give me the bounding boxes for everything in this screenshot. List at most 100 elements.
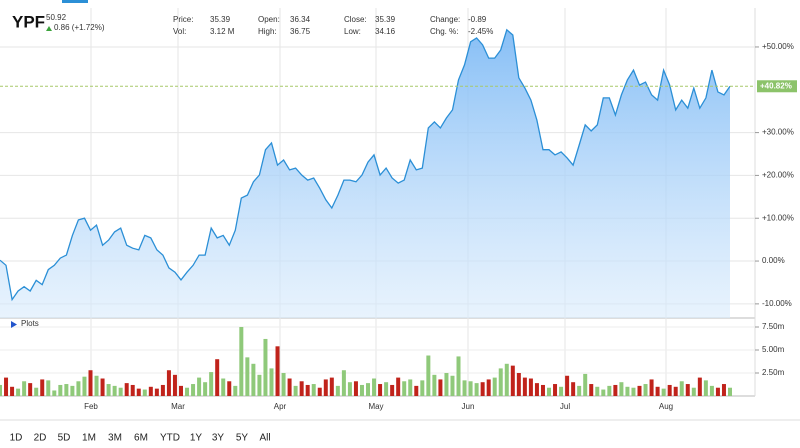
volume-bar	[191, 384, 196, 396]
volume-bar	[715, 387, 720, 396]
stat-value: 35.39	[210, 15, 231, 24]
range-button[interactable]: 6M	[134, 433, 148, 444]
x-tick-label: Jul	[560, 402, 570, 411]
stat-value: 36.34	[290, 15, 311, 24]
volume-bar	[94, 375, 99, 396]
volume-bar	[317, 387, 322, 396]
volume-bar	[625, 386, 630, 396]
volume-bar	[589, 384, 594, 396]
volume-bar	[299, 381, 304, 396]
price-line	[0, 28, 731, 302]
volume-bar	[197, 377, 202, 396]
volume-bar	[432, 374, 437, 396]
volume-bar	[583, 373, 588, 396]
range-button[interactable]: 5Y	[236, 433, 249, 444]
volume-bar	[70, 385, 75, 396]
symbol: YPF	[12, 12, 45, 31]
volume-bar	[203, 382, 208, 396]
volume-bar	[504, 363, 509, 396]
range-button[interactable]: 3Y	[212, 433, 225, 444]
volume-bar	[378, 384, 383, 396]
panel-title: Plots	[21, 319, 39, 328]
volume-bar	[486, 379, 491, 396]
volume-bar	[444, 372, 449, 396]
volume-bar	[239, 326, 244, 396]
price-change: 0.86 (+1.72%)	[54, 23, 105, 32]
volume-bar	[130, 384, 135, 396]
y-tick-label: +30.00%	[762, 128, 794, 137]
stat-label: Close:	[344, 15, 367, 24]
volume-bar	[721, 384, 726, 396]
volume-bar	[82, 376, 87, 396]
volume-bar	[709, 385, 714, 396]
volume-bar	[559, 386, 564, 396]
stat-label: Open:	[258, 15, 280, 24]
volume-bar	[577, 385, 582, 396]
volume-bar	[287, 378, 292, 396]
y-tick-label: +10.00%	[762, 213, 794, 222]
volume-bar	[703, 380, 708, 396]
volume-bar	[631, 387, 636, 396]
volume-bar	[335, 385, 340, 396]
volume-bar	[4, 377, 9, 396]
y-tick-label: 7.50m	[762, 322, 785, 331]
volume-bar	[209, 372, 214, 396]
volume-bar	[516, 372, 521, 396]
volume-bar	[607, 385, 612, 396]
volume-bar	[372, 378, 377, 396]
volume-bar	[353, 381, 358, 396]
volume-bar	[667, 384, 672, 396]
volume-bar	[136, 388, 141, 396]
volume-bar	[685, 384, 690, 396]
volume-bar	[76, 381, 81, 396]
volume-bar	[534, 383, 539, 396]
volume-bar	[510, 365, 515, 396]
stat-value: 34.16	[375, 27, 396, 36]
stat-value: 3.12 M	[210, 27, 235, 36]
range-button[interactable]: 2D	[34, 433, 47, 444]
volume-bar	[679, 381, 684, 396]
stat-value: 36.75	[290, 27, 311, 36]
range-button[interactable]: All	[259, 433, 270, 444]
y-tick-label: 0.00%	[762, 256, 785, 265]
stat-label: High:	[258, 27, 277, 36]
volume-bar	[601, 389, 606, 396]
stat-value: 35.39	[375, 15, 396, 24]
volume-bar	[492, 377, 497, 396]
volume-bar	[366, 383, 371, 396]
volume-bar	[547, 387, 552, 396]
volume-bar	[16, 388, 21, 396]
y-tick-label: 5.00m	[762, 345, 785, 354]
volume-bar	[571, 382, 576, 396]
range-button[interactable]: 1M	[82, 433, 96, 444]
volume-bar	[160, 384, 165, 396]
volume-bar	[468, 381, 473, 396]
plots-toggle[interactable]	[11, 321, 17, 328]
volume-bar	[347, 382, 352, 396]
volume-bar	[263, 338, 268, 396]
volume-bar	[245, 357, 250, 396]
volume-bar	[637, 385, 642, 396]
range-button[interactable]: YTD	[160, 433, 180, 444]
volume-bar	[178, 385, 183, 396]
volume-bar	[275, 346, 280, 396]
volume-bar	[311, 384, 316, 396]
area-fill	[0, 29, 730, 319]
volume-bar	[329, 377, 334, 396]
stat-label: Chg. %:	[430, 27, 458, 36]
volume-bar	[221, 378, 226, 396]
range-button[interactable]: 1Y	[190, 433, 203, 444]
range-buttons: 1D 2D 5D 1M 3M 6M YTD 1Y 3Y 5Y All	[10, 433, 271, 444]
range-button[interactable]: 1D	[10, 433, 23, 444]
range-button[interactable]: 3M	[108, 433, 122, 444]
range-button[interactable]: 5D	[58, 433, 71, 444]
volume-bar	[323, 379, 328, 396]
current-value-label: +40.82%	[760, 81, 792, 90]
volume-bar	[438, 379, 443, 396]
volume-bar	[22, 381, 27, 396]
x-tick-label: Feb	[84, 402, 98, 411]
volume-bar	[390, 384, 395, 396]
volume-bar	[172, 374, 177, 396]
volume-bar	[643, 384, 648, 396]
